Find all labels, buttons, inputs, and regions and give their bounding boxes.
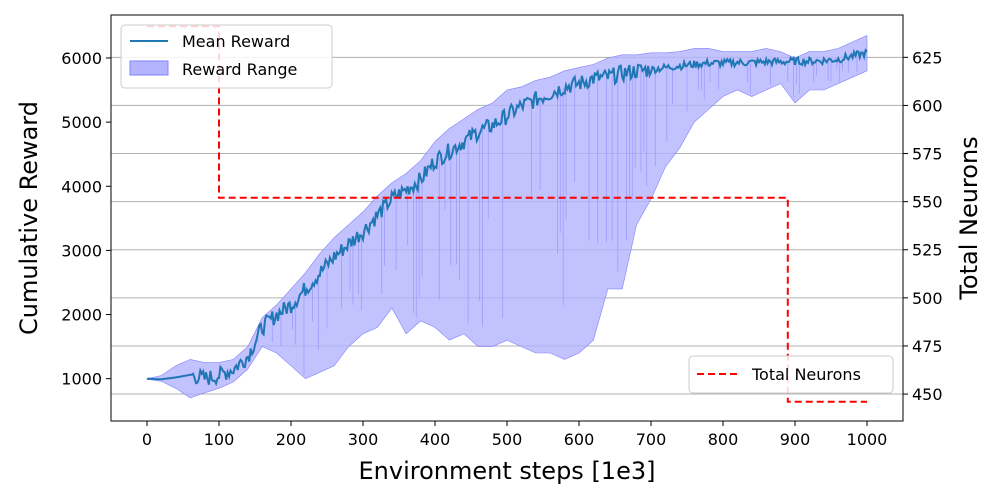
x-tick-label: 500 <box>492 430 523 449</box>
reward-range-spikes <box>257 55 858 376</box>
left-tick-label: 5000 <box>61 113 102 132</box>
legend-box <box>120 24 333 89</box>
left-axis-title: Cumulative Reward <box>15 101 43 335</box>
x-axis-ticks: 0 100 200 300 400 500 600 700 800 900 1000 <box>142 421 887 449</box>
legend-bottom-right: Total Neurons <box>688 355 894 394</box>
right-tick-label: 575 <box>912 145 943 164</box>
mean-reward-line <box>147 48 868 387</box>
x-tick-label: 100 <box>204 430 235 449</box>
legend-top-left: Mean Reward Reward Range <box>120 24 333 89</box>
x-tick-label: 400 <box>420 430 451 449</box>
legend-box <box>688 355 894 394</box>
right-tick-label: 625 <box>912 48 943 67</box>
x-tick-label: 600 <box>564 430 595 449</box>
x-tick-label: 900 <box>780 430 811 449</box>
right-tick-label: 525 <box>912 241 943 260</box>
legend-range-label: Reward Range <box>182 60 297 79</box>
left-tick-label: 3000 <box>61 241 102 260</box>
right-tick-label: 450 <box>912 385 943 404</box>
legend-range-swatch <box>129 60 169 76</box>
right-tick-label: 500 <box>912 289 943 308</box>
left-tick-label: 1000 <box>61 370 102 389</box>
left-tick-label: 6000 <box>61 49 102 68</box>
legend-neurons-label: Total Neurons <box>751 365 861 384</box>
x-tick-label: 700 <box>636 430 667 449</box>
x-tick-label: 1000 <box>847 430 888 449</box>
left-tick-label: 2000 <box>61 306 102 325</box>
right-tick-label: 600 <box>912 96 943 115</box>
x-axis-title: Environment steps [1e3] <box>359 457 656 485</box>
x-tick-label: 300 <box>348 430 379 449</box>
right-tick-label: 550 <box>912 193 943 212</box>
right-tick-label: 475 <box>912 337 943 356</box>
legend-mean-label: Mean Reward <box>182 32 290 51</box>
right-axis-ticks: 450 475 500 525 550 575 600 625 <box>903 48 943 404</box>
x-tick-label: 0 <box>142 430 152 449</box>
left-axis-ticks: 1000 2000 3000 4000 5000 6000 <box>61 49 111 389</box>
plot-area <box>146 25 868 403</box>
left-tick-label: 4000 <box>61 177 102 196</box>
right-axis-title: Total Neurons <box>955 136 983 300</box>
x-tick-label: 800 <box>708 430 739 449</box>
x-tick-label: 200 <box>276 430 307 449</box>
